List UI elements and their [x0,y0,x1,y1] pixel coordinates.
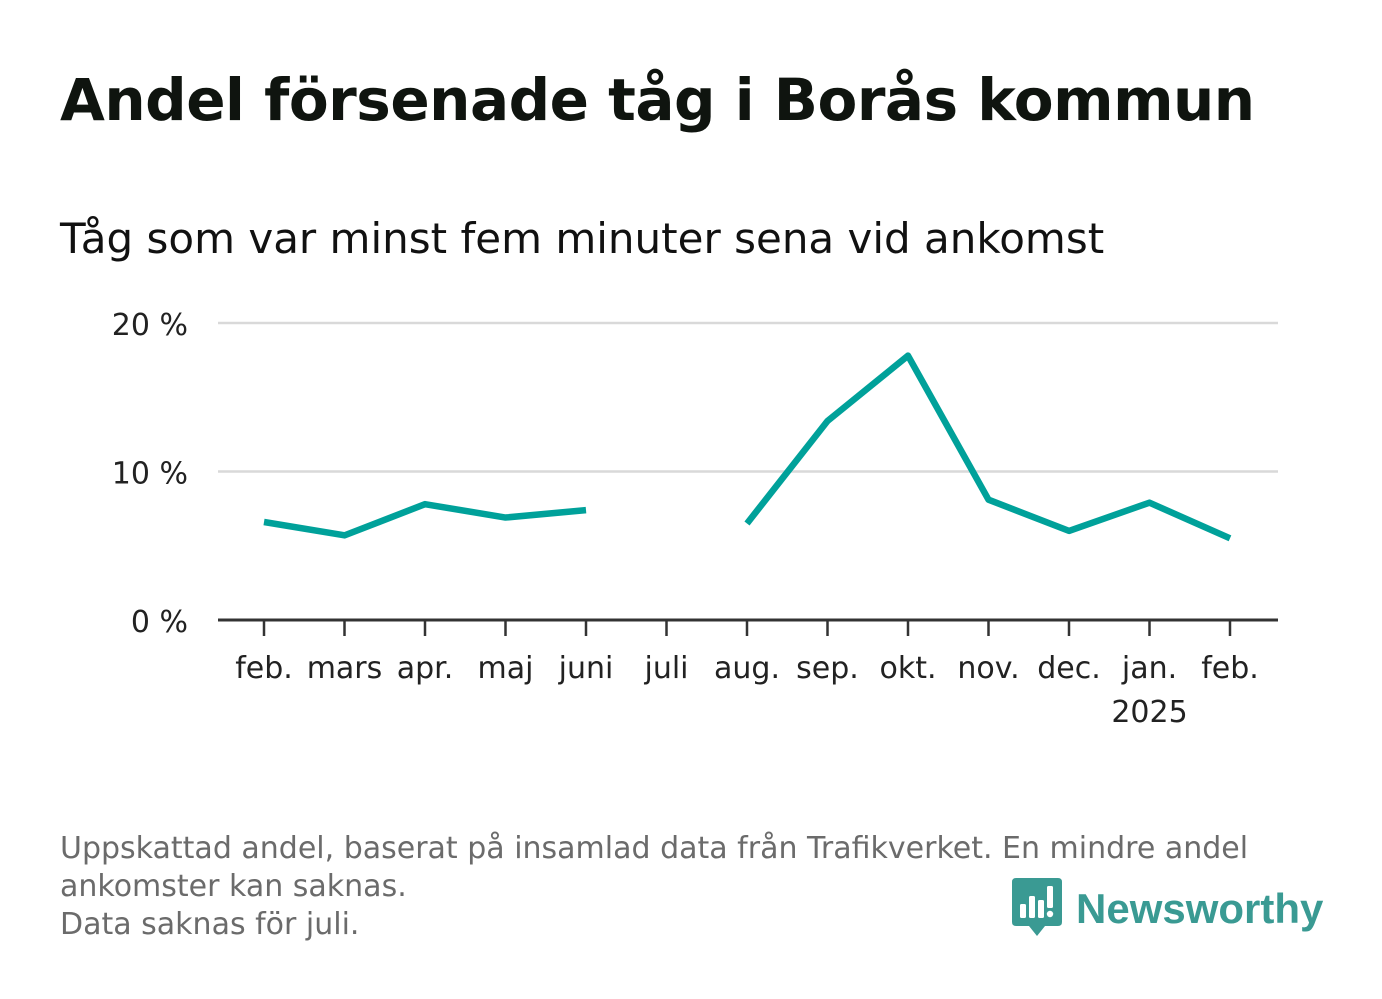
x-tick-label: apr. [397,651,454,686]
newsworthy-logo-icon [1012,878,1062,936]
x-tick-label: dec. [1037,651,1101,686]
footer-notes: Uppskattad andel, baserat på insamlad da… [60,830,1320,944]
x-tick-label: juli [643,651,688,686]
footer-note-source: Uppskattad andel, baserat på insamlad da… [60,831,1249,866]
gridlines [218,321,1278,473]
brand-name: Newsworthy [1076,885,1324,932]
x-tick-label: feb. [235,651,293,686]
brand-logo: Newsworthy [1012,878,1323,940]
chart-title: Andel försenade tåg i Borås kommun [60,66,1255,134]
x-tick-label: jan. [1121,651,1177,686]
series-line-segment [744,352,1232,542]
y-tick-label: 0 % [131,605,188,640]
x-tick-label: okt. [879,651,936,686]
series-line-segment [263,500,587,539]
footer-note-missing: ankomster kan saknas. [60,869,407,904]
x-tick-label: mars [307,651,383,686]
chart-subtitle: Tåg som var minst fem minuter sena vid a… [60,214,1105,263]
y-axis-labels: 0 % 10 % 20 % [112,308,188,640]
x-axis-labels: feb. mars apr. maj juni juli aug. sep. okt. nov. d… [235,651,1259,730]
footer-note-july: Data saknas för juli. [60,907,360,942]
x-year-label: 2025 [1111,695,1187,730]
y-tick-label: 10 % [112,457,188,492]
x-tick-label: aug. [714,651,780,686]
series-lines [263,352,1232,542]
x-tick-label: juni [558,651,614,686]
x-tick-label: sep. [796,651,859,686]
x-tick-label: nov. [957,651,1019,686]
y-tick-label: 20 % [112,308,188,343]
x-axis [218,618,1278,636]
x-tick-label: feb. [1201,651,1259,686]
x-tick-label: maj [478,651,534,686]
